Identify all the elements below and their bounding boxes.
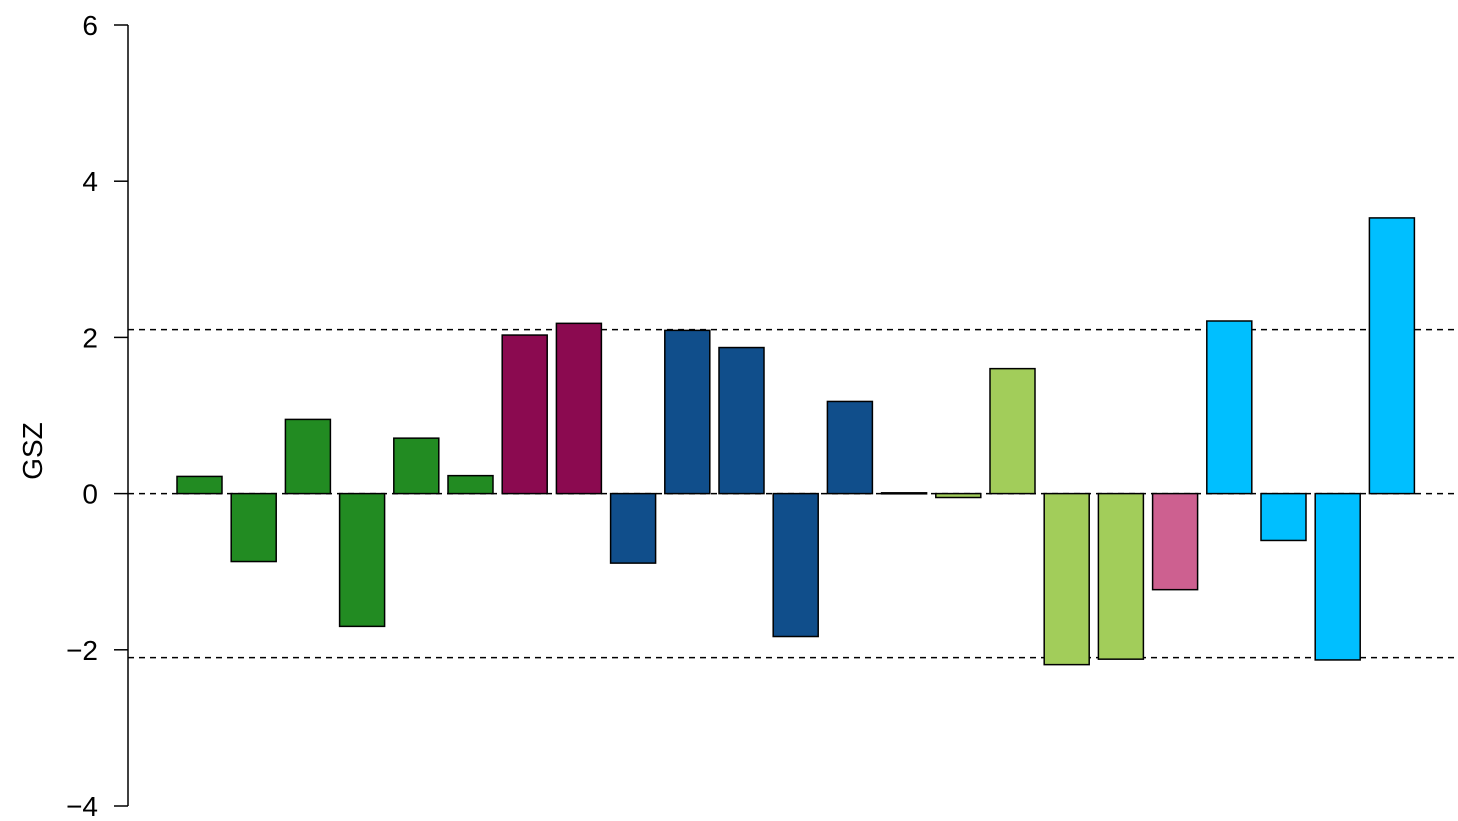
bar (1206, 320, 1253, 495)
bar (826, 400, 874, 495)
y-axis-title: GSZ (17, 422, 48, 480)
bar (880, 492, 928, 495)
bars (176, 217, 1416, 666)
bar (1368, 217, 1416, 495)
bar (935, 492, 982, 499)
bar (230, 492, 277, 563)
bar (501, 334, 548, 495)
bar (718, 346, 765, 495)
y-tick-label: 6 (82, 10, 98, 41)
bar (284, 418, 332, 495)
bar (609, 492, 657, 564)
bar (1043, 492, 1090, 666)
bar (1097, 492, 1145, 660)
y-tick-label: 4 (82, 166, 98, 197)
bar (176, 475, 223, 495)
bar (338, 492, 386, 628)
bar (447, 474, 494, 495)
y-axis: −4 −2 0 2 4 6 (66, 10, 129, 821)
y-tick-label: 0 (82, 479, 98, 510)
bar (1314, 492, 1361, 661)
bar (393, 437, 440, 495)
bar (555, 322, 603, 495)
bar (1260, 492, 1307, 542)
y-tick-label: −2 (66, 635, 98, 666)
bar (1151, 492, 1199, 591)
bar (772, 492, 819, 638)
bar (989, 367, 1036, 495)
y-tick-label: −4 (66, 791, 98, 821)
y-tick-label: 2 (82, 322, 98, 353)
bar (664, 329, 711, 495)
